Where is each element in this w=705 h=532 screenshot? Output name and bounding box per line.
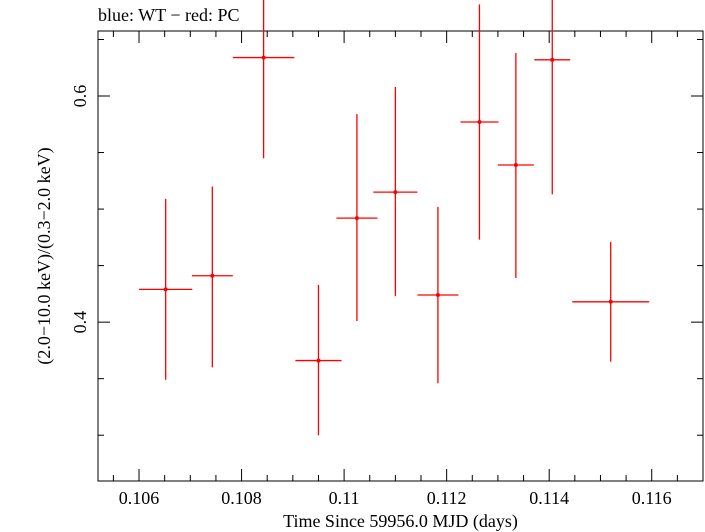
data-points (139, 0, 650, 436)
plot-frame (97, 30, 704, 482)
tick-labels: 0.106 0.108 0.11 0.112 0.114 0.116 0.4 0.6 (70, 85, 672, 508)
data-point (534, 0, 571, 195)
x-tick-label: 0.11 (329, 488, 360, 508)
data-point-marker (210, 273, 215, 278)
x-tick-label: 0.108 (221, 488, 262, 508)
data-point-marker (163, 287, 168, 292)
x-tick-label: 0.116 (632, 488, 672, 508)
data-point (139, 198, 193, 380)
data-point-marker (393, 190, 398, 195)
data-point-marker (477, 120, 482, 125)
chart-title: blue: WT − red: PC (98, 5, 240, 25)
y-tick-label: 0.4 (70, 311, 90, 334)
data-point (373, 86, 418, 297)
data-point (497, 53, 534, 279)
y-tick-label: 0.6 (70, 85, 90, 108)
data-point-marker (608, 299, 613, 304)
data-point (460, 4, 499, 240)
data-point-marker (435, 293, 440, 298)
data-point-marker (316, 358, 321, 363)
data-point (191, 186, 233, 368)
data-point (336, 114, 378, 322)
axis-ticks (98, 31, 704, 481)
data-point (572, 241, 650, 362)
x-tick-label: 0.114 (529, 488, 569, 508)
data-point (232, 0, 295, 159)
x-axis-label: Time Since 59956.0 MJD (days) (283, 511, 518, 532)
data-point-marker (261, 55, 266, 60)
data-point-marker (550, 57, 555, 62)
data-point (295, 284, 342, 436)
data-point-marker (513, 162, 518, 167)
x-tick-label: 0.112 (427, 488, 467, 508)
x-tick-label: 0.106 (119, 488, 160, 508)
y-axis-label: (2.0−10.0 keV)/(0.3−2.0 keV) (34, 147, 55, 364)
data-point-marker (354, 216, 359, 221)
data-point (417, 206, 459, 384)
